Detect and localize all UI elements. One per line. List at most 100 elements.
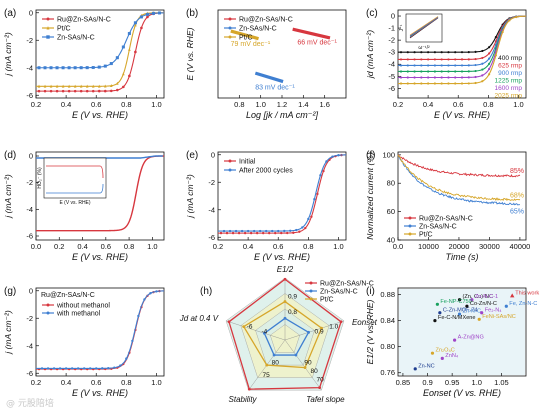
data-point <box>298 230 301 233</box>
y-tick-label: -4 <box>388 60 395 69</box>
point-label: Zn-NC <box>418 363 434 369</box>
inset-line <box>409 16 439 36</box>
series-line <box>254 71 284 84</box>
data-point <box>433 82 436 85</box>
data-point <box>406 76 409 79</box>
data-point <box>240 229 244 233</box>
data-point <box>43 66 47 70</box>
data-point <box>280 231 283 235</box>
data-point <box>261 231 265 235</box>
x-tick-label: 1.0 <box>151 100 161 109</box>
data-point <box>447 58 450 61</box>
data-point <box>440 51 443 54</box>
x-tick-label: 0.2 <box>31 378 41 387</box>
y-tick-label: 0 <box>211 150 215 159</box>
data-point <box>58 367 62 370</box>
data-point <box>49 84 53 88</box>
legend-entry: Zn-SAs/N-C <box>320 289 358 296</box>
x-axis-label: Time (s) <box>446 252 479 262</box>
radar-ring-label: -6 <box>247 324 253 331</box>
data-point <box>131 339 134 343</box>
y-tick-label: -6 <box>388 84 395 93</box>
radar-ring-label: 0.9 <box>288 294 297 301</box>
data-point <box>79 66 83 70</box>
y-tick-label: -6 <box>26 232 33 241</box>
data-point <box>55 89 59 93</box>
data-point <box>109 84 113 88</box>
y-tick-label: -4 <box>26 63 33 72</box>
x-axis-label: Log [jk / mA cm⁻²] <box>246 110 318 120</box>
data-point <box>109 62 113 66</box>
radar-ring-label: 80 <box>310 368 318 375</box>
x-tick-label: 20000 <box>449 242 470 251</box>
x-tick-label: 1.0 <box>513 100 523 109</box>
data-point <box>488 67 491 71</box>
point-label: Fe₂-N₄ <box>485 307 503 313</box>
radar-ring-label: -4 <box>261 328 267 335</box>
data-point <box>474 75 477 79</box>
data-point <box>128 74 131 78</box>
data-point <box>227 320 231 324</box>
retention-label: 65% <box>510 209 524 216</box>
plot-frame <box>397 9 527 99</box>
y-tick-label: 100 <box>382 150 395 159</box>
y-tick-label: 0 <box>29 152 33 161</box>
radar-ring-label: 90 <box>304 360 312 367</box>
legend-entry: Zn-SAs/N-C <box>239 26 277 33</box>
legend-entry: Initial <box>239 159 256 166</box>
data-point <box>460 51 464 54</box>
x-tick-label: 1.0 <box>472 378 482 387</box>
data-point <box>413 58 416 61</box>
data-point <box>272 353 276 357</box>
data-point <box>61 66 65 70</box>
panel-label: (a) <box>4 8 16 19</box>
data-point <box>237 231 241 235</box>
y-tick-label: -5 <box>388 72 395 81</box>
x-axis-label: E (V vs. RHE) <box>434 110 490 120</box>
x-tick-label: 0.2 <box>54 242 64 251</box>
retention-label: 68% <box>510 192 524 199</box>
data-point <box>453 338 457 342</box>
data-point <box>121 45 125 49</box>
data-point <box>116 81 119 85</box>
x-tick-label: 0.2 <box>213 242 223 251</box>
data-point <box>115 56 119 60</box>
x-tick-label: 0.85 <box>396 378 411 387</box>
y-tick-label: 0 <box>29 8 33 17</box>
data-point <box>283 229 286 233</box>
x-axis-label: E (V vs. RHE) <box>72 252 128 262</box>
data-point <box>268 231 271 235</box>
data-point <box>143 298 146 301</box>
watermark: @ 元股陪培 <box>6 399 54 409</box>
data-point <box>243 231 247 235</box>
y-axis-label: E1/2 (V vs. RHE) <box>365 299 375 364</box>
legend-entry: Pt/C <box>57 26 71 33</box>
x-tick-label: 0.4 <box>423 100 433 109</box>
data-point <box>318 386 322 390</box>
y-tick-label: -4 <box>26 205 33 214</box>
x-tick-label: 30000 <box>479 242 500 251</box>
series-line <box>397 155 520 206</box>
data-point <box>283 277 287 281</box>
data-point <box>406 82 409 85</box>
data-point <box>399 76 403 79</box>
panel-label: (c) <box>366 8 378 19</box>
point-label: ZnN₄ <box>445 353 459 359</box>
data-point <box>467 58 470 61</box>
data-point <box>134 50 137 54</box>
data-point <box>103 89 107 93</box>
data-point <box>339 320 343 324</box>
panel-e: 0.2 0.4 0.6 0.8 1.0 -6 -4 -2 0 (e) E (V vs. RHE) j … <box>185 150 347 262</box>
legend-entry: 1225 rmp <box>495 78 523 85</box>
legend-entry: Zn-SAs/N-C <box>57 35 95 42</box>
data-point <box>228 26 232 30</box>
data-point <box>433 58 436 61</box>
y-tick-label: -1 <box>388 24 395 33</box>
radar-ring-label: 80 <box>272 360 280 367</box>
data-point <box>67 66 71 70</box>
data-point <box>103 64 107 68</box>
panel-g: 0.2 0.4 0.6 0.8 1.0 -6 -4 -2 0 (g) E (V vs. RHE) j … <box>3 286 165 398</box>
panel-label: (i) <box>366 286 375 297</box>
point-label: C-Zn-MOF-74 <box>443 307 478 313</box>
data-point <box>119 364 122 367</box>
